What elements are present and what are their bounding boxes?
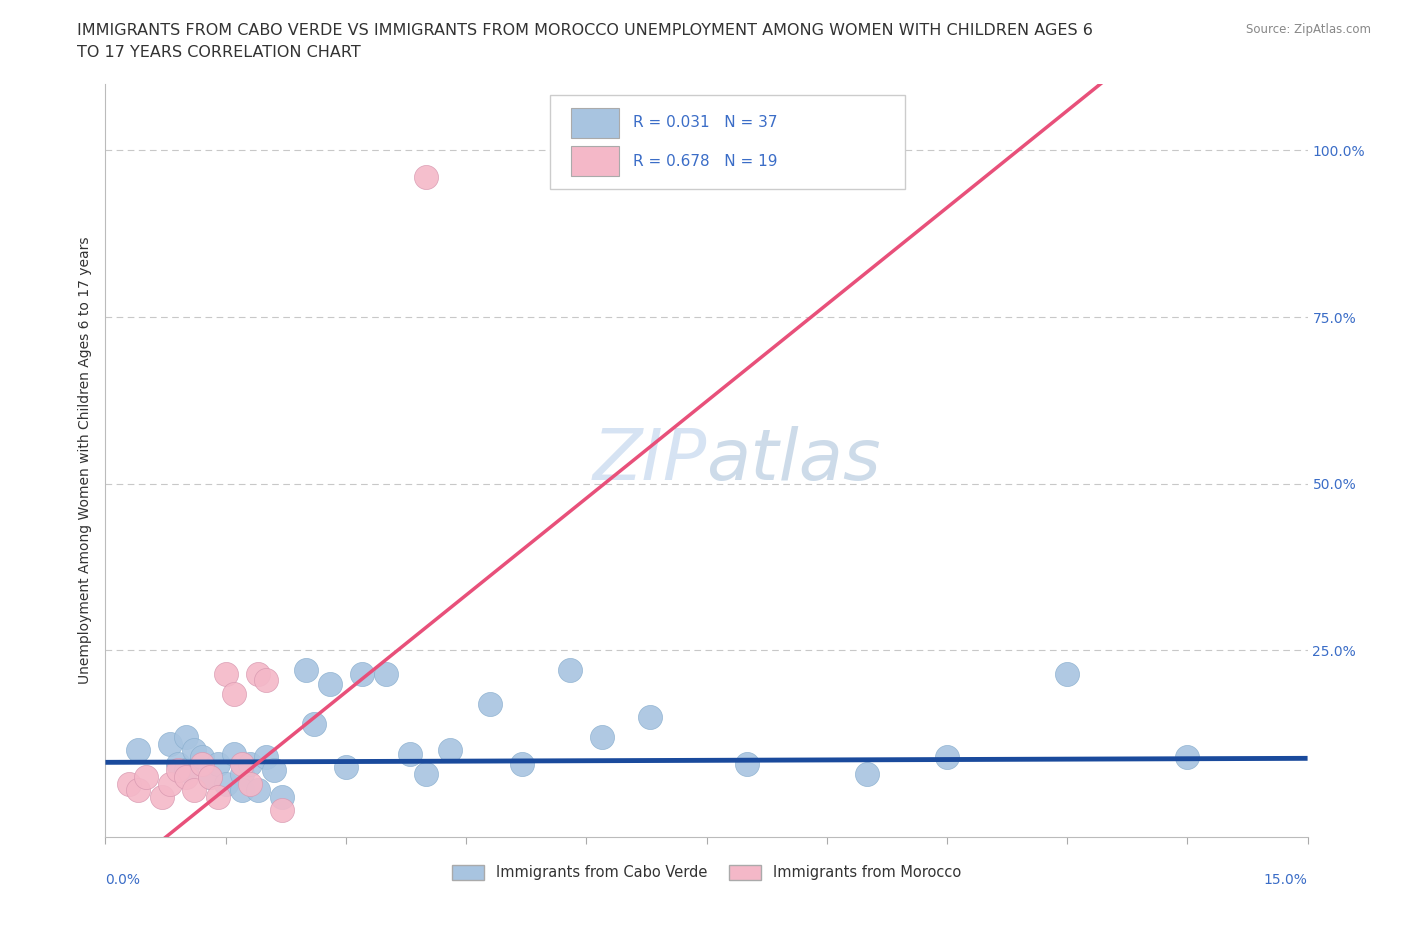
- Point: [510, 756, 533, 771]
- Point: [214, 777, 236, 791]
- Text: R = 0.031   N = 37: R = 0.031 N = 37: [633, 115, 778, 130]
- Point: [222, 746, 245, 761]
- FancyBboxPatch shape: [571, 108, 619, 138]
- Point: [135, 769, 157, 784]
- Point: [127, 743, 149, 758]
- Point: [479, 697, 502, 711]
- Point: [439, 743, 461, 758]
- Point: [239, 777, 262, 791]
- Point: [198, 769, 221, 784]
- Point: [231, 756, 253, 771]
- Point: [127, 783, 149, 798]
- Point: [183, 743, 205, 758]
- Point: [1056, 666, 1078, 681]
- Point: [246, 666, 269, 681]
- Point: [270, 790, 292, 804]
- Point: [231, 766, 253, 781]
- Point: [174, 729, 197, 744]
- Point: [150, 790, 173, 804]
- Text: 0.0%: 0.0%: [105, 873, 141, 887]
- Point: [222, 686, 245, 701]
- Point: [159, 737, 181, 751]
- Legend: Immigrants from Cabo Verde, Immigrants from Morocco: Immigrants from Cabo Verde, Immigrants f…: [446, 859, 967, 886]
- Point: [640, 710, 662, 724]
- Point: [183, 783, 205, 798]
- Point: [174, 763, 197, 777]
- Point: [198, 769, 221, 784]
- Point: [735, 756, 758, 771]
- Text: TO 17 YEARS CORRELATION CHART: TO 17 YEARS CORRELATION CHART: [77, 45, 361, 60]
- Point: [246, 783, 269, 798]
- Point: [118, 777, 141, 791]
- Point: [239, 756, 262, 771]
- Point: [295, 663, 318, 678]
- Point: [335, 760, 357, 775]
- Point: [270, 803, 292, 817]
- Point: [855, 766, 877, 781]
- Text: R = 0.678   N = 19: R = 0.678 N = 19: [633, 153, 778, 168]
- Y-axis label: Unemployment Among Women with Children Ages 6 to 17 years: Unemployment Among Women with Children A…: [79, 236, 93, 684]
- Text: IMMIGRANTS FROM CABO VERDE VS IMMIGRANTS FROM MOROCCO UNEMPLOYMENT AMONG WOMEN W: IMMIGRANTS FROM CABO VERDE VS IMMIGRANTS…: [77, 23, 1094, 38]
- Text: 15.0%: 15.0%: [1264, 873, 1308, 887]
- FancyBboxPatch shape: [550, 95, 905, 189]
- Point: [415, 766, 437, 781]
- Point: [591, 729, 613, 744]
- Point: [254, 673, 277, 688]
- Point: [214, 666, 236, 681]
- Point: [319, 676, 342, 691]
- Point: [190, 750, 212, 764]
- Point: [159, 777, 181, 791]
- Point: [190, 756, 212, 771]
- Text: atlas: atlas: [707, 426, 882, 495]
- Point: [207, 756, 229, 771]
- Point: [174, 769, 197, 784]
- Point: [399, 746, 422, 761]
- Point: [254, 750, 277, 764]
- Text: ZIP: ZIP: [592, 426, 707, 495]
- FancyBboxPatch shape: [571, 146, 619, 177]
- Point: [166, 763, 188, 777]
- Point: [1177, 750, 1199, 764]
- Point: [166, 756, 188, 771]
- Point: [350, 666, 373, 681]
- Point: [375, 666, 398, 681]
- Point: [302, 716, 325, 731]
- Point: [231, 783, 253, 798]
- Point: [560, 663, 582, 678]
- Point: [263, 763, 285, 777]
- Point: [415, 169, 437, 184]
- Point: [936, 750, 959, 764]
- Point: [207, 790, 229, 804]
- Text: Source: ZipAtlas.com: Source: ZipAtlas.com: [1246, 23, 1371, 36]
